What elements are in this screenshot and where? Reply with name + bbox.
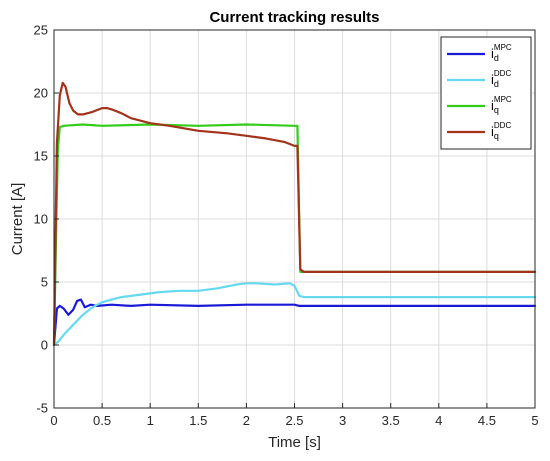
x-axis-label: Time [s] [268,434,321,451]
legend-label-sup-1: DDC [494,69,512,78]
y-tick-label-1: 0 [41,338,48,353]
x-tick-label-5: 2.5 [285,413,303,428]
x-tick-label-3: 1.5 [189,413,207,428]
x-tick-label-10: 5 [531,413,538,428]
y-tick-label-4: 15 [34,149,48,164]
legend-label-main-2: i [491,98,494,113]
legend-label-1: idDDC [491,69,511,89]
legend-label-sub-2: q [494,105,499,115]
series-layer [52,81,537,347]
legend-label-sub-1: d [494,79,499,89]
y-tick-label-5: 20 [34,86,48,101]
x-tick-label-1: 0.5 [93,413,111,428]
legend-label-2: iqMPC [491,95,512,115]
y-axis-label: Current [A] [9,183,26,256]
x-tick-label-7: 3.5 [382,413,400,428]
legend-label-sub-3: q [494,131,499,141]
legend-label-main-3: i [491,124,494,139]
series-line-3 [52,81,537,347]
legend-label-main-1: i [491,72,494,87]
x-tick-label-2: 1 [147,413,154,428]
y-tick-label-2: 5 [41,275,48,290]
series-line-1 [52,282,537,347]
y-tick-label-6: 25 [34,23,48,38]
legend-label-sup-0: MPC [494,43,512,52]
legend-label-3: iqDDC [491,121,511,141]
x-tick-label-0: 0 [50,413,57,428]
x-tick-label-9: 4.5 [478,413,496,428]
legend-label-sub-0: d [494,53,499,63]
chart-title: Current tracking results [209,9,379,26]
x-tick-label-6: 3 [339,413,346,428]
legend-label-sup-3: DDC [494,121,512,130]
legend-label-0: idMPC [491,43,512,63]
y-tick-label-0: -5 [36,401,48,416]
legend-label-main-0: i [491,46,494,61]
legend-box [440,36,532,150]
x-tick-label-8: 4 [435,413,442,428]
y-tick-label-3: 10 [34,212,48,227]
legend-label-sup-2: MPC [494,95,512,104]
x-tick-label-4: 2 [243,413,250,428]
